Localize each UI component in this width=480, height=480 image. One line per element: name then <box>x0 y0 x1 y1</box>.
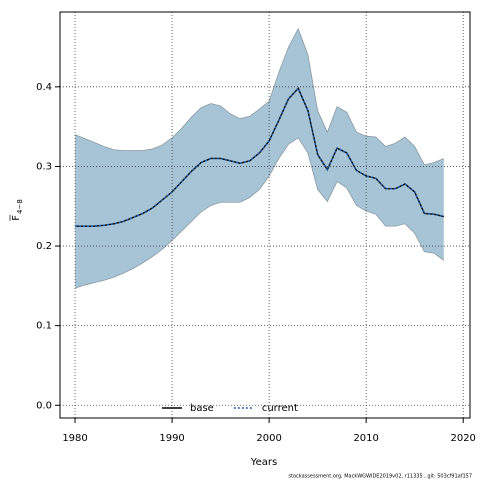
legend-label: base <box>190 403 214 414</box>
x-axis-label: Years <box>250 457 277 468</box>
x-tick-label: 1980 <box>62 433 87 444</box>
x-tick-label: 2000 <box>256 433 281 444</box>
y-axis-label: F4−8 <box>9 199 24 221</box>
plot-frame <box>59 11 471 419</box>
legend-item: base <box>162 403 214 414</box>
legend-item: current <box>233 403 298 414</box>
ci-band-fill <box>75 28 444 289</box>
x-tick-label: 1990 <box>159 433 184 444</box>
y-tick-label: 0.2 <box>36 241 52 252</box>
y-tick-label: 0.1 <box>36 321 52 332</box>
ci-band-edge <box>74 137 445 289</box>
y-label-subscript: 4−8 <box>16 199 24 214</box>
x-tick-label: 2020 <box>450 433 475 444</box>
y-tick-label: 0.3 <box>36 161 52 172</box>
legend-label: current <box>262 403 298 414</box>
ci-band-edge <box>74 27 444 166</box>
y-label-symbol: F <box>11 215 22 221</box>
line-base <box>75 87 444 227</box>
x-tick-label: 2010 <box>353 433 378 444</box>
y-tick-label: 0.4 <box>36 82 52 93</box>
footer: stockassessment.org, MackWGWIDE2019v02, … <box>288 474 472 480</box>
y-tick-label: 0.0 <box>36 400 52 411</box>
